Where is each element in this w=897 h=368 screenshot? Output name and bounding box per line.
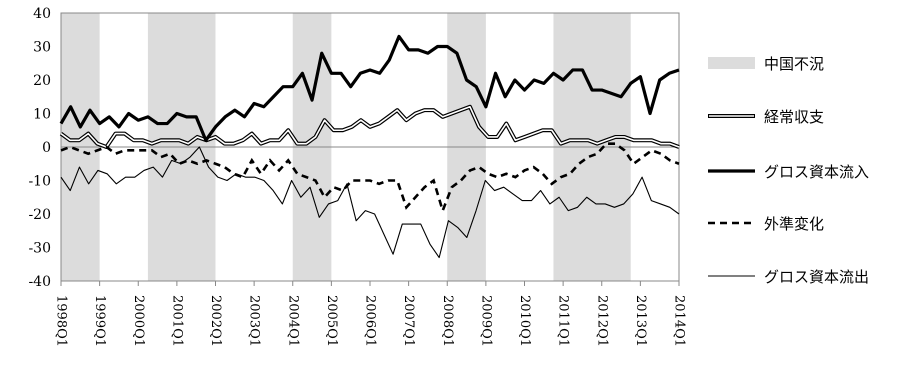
x-tick-label: 2003Q1 [247,295,262,347]
x-tick-label: 2006Q1 [363,295,378,347]
x-tick-label: 2010Q1 [517,295,532,347]
x-tick-label: 2007Q1 [401,295,416,347]
legend-label: 中国不況 [764,55,824,73]
series-line-1-inner [60,106,680,148]
y-tick-label: 30 [33,40,51,56]
x-tick-label: 2014Q1 [672,295,687,347]
y-tick-label: -20 [28,207,51,223]
legend-item-3: グロス資本流入 [708,163,869,181]
x-tick-label: 2002Q1 [208,295,223,347]
y-tick-label: 40 [33,6,51,22]
x-tick-label: 2005Q1 [324,295,339,347]
legend-label: 外準変化 [764,215,824,233]
x-tick-label: 1999Q1 [92,295,107,347]
y-tick-label: -30 [28,241,51,257]
legend-label: 経常収支 [764,108,824,126]
y-tick-label: -40 [28,274,51,290]
y-tick-label: 10 [33,107,51,123]
series-line-3 [60,142,680,215]
y-tick-label: 20 [33,73,51,89]
legend-label: グロス資本流入 [764,163,869,181]
x-tick-label: 1998Q1 [54,295,69,347]
legend-label: グロス資本流出 [764,268,869,286]
x-tick-label: 2004Q1 [285,295,300,347]
x-tick-label: 2009Q1 [478,295,493,347]
legend-item-1: 中国不況 [708,55,824,73]
legend-item-4: 外準変化 [708,215,824,233]
x-tick-label: 2012Q1 [594,295,609,347]
legend-item-2: 経常収支 [708,108,824,126]
x-tick-label: 2008Q1 [440,295,455,347]
legend-swatch [708,57,755,69]
x-tick-label: 2011Q1 [556,295,571,347]
series-line-4 [60,146,680,259]
y-tick-label: 0 [42,140,51,156]
series-line-2 [59,34,680,142]
x-tick-label: 2001Q1 [169,295,184,347]
y-tick-label: -10 [28,174,51,190]
series-line-1 [59,104,680,149]
x-tick-label: 2000Q1 [131,295,146,347]
legend-item-5: グロス資本流出 [708,268,869,286]
x-tick-label: 2013Q1 [633,295,648,347]
